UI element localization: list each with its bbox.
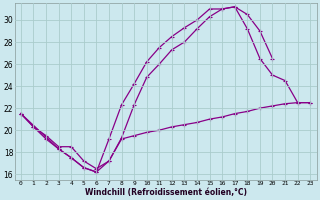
X-axis label: Windchill (Refroidissement éolien,°C): Windchill (Refroidissement éolien,°C) [84,188,247,197]
